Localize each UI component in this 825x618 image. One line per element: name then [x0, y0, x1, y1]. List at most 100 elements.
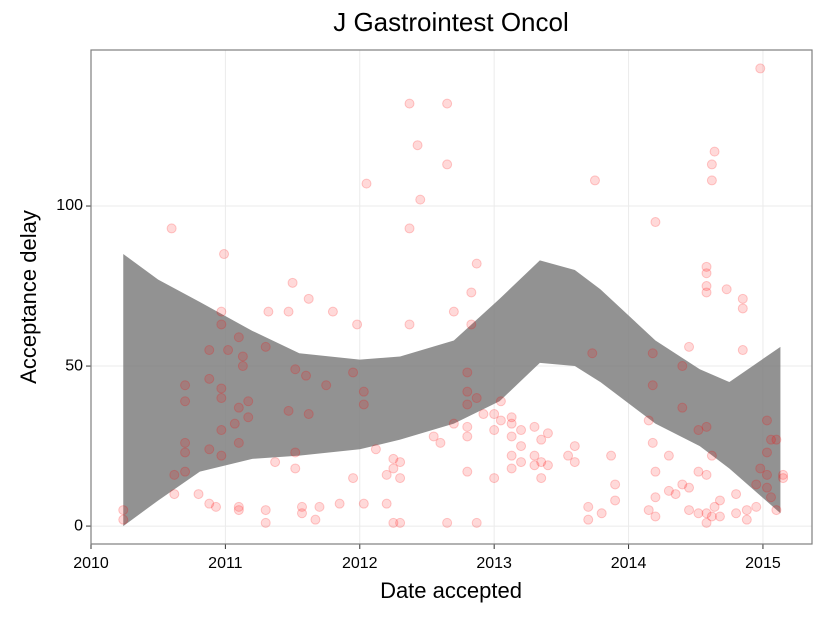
point: [223, 345, 234, 356]
point: [771, 434, 782, 445]
point: [303, 409, 314, 420]
point: [412, 140, 423, 151]
point: [260, 517, 271, 528]
point: [466, 319, 477, 330]
point: [348, 367, 359, 378]
point: [731, 508, 742, 519]
point: [233, 332, 244, 343]
point: [650, 492, 661, 503]
point: [701, 261, 712, 272]
point: [204, 444, 215, 455]
point: [263, 306, 274, 317]
point: [536, 473, 547, 484]
point: [216, 306, 227, 317]
chart-title: J Gastrointest Oncol: [333, 7, 569, 37]
point: [737, 303, 748, 314]
point: [731, 489, 742, 500]
point: [714, 495, 725, 506]
point: [589, 175, 600, 186]
x-tick-label: 2014: [611, 555, 647, 572]
point: [706, 159, 717, 170]
point: [650, 217, 661, 228]
point: [606, 450, 617, 461]
point: [216, 450, 227, 461]
point: [489, 473, 500, 484]
point: [180, 380, 191, 391]
point: [310, 514, 321, 525]
point: [327, 306, 338, 317]
point: [233, 501, 244, 512]
point: [647, 348, 658, 359]
point: [303, 293, 314, 304]
point: [216, 319, 227, 330]
point: [180, 447, 191, 458]
point: [751, 501, 762, 512]
plot-border: [90, 49, 813, 545]
point: [314, 501, 325, 512]
point: [462, 431, 473, 442]
point: [516, 457, 527, 468]
point: [778, 473, 789, 484]
x-tick-label: 2011: [208, 555, 243, 572]
point: [761, 447, 772, 458]
point: [506, 463, 517, 474]
point: [296, 508, 307, 519]
point: [706, 511, 717, 522]
point: [701, 287, 712, 298]
point: [321, 380, 332, 391]
point: [462, 466, 473, 477]
point: [650, 466, 661, 477]
point: [448, 418, 459, 429]
point: [462, 386, 473, 397]
y-tick-label: 100: [56, 197, 83, 214]
point: [536, 434, 547, 445]
point: [693, 425, 704, 436]
point: [348, 473, 359, 484]
point: [701, 517, 712, 528]
point: [563, 450, 574, 461]
point: [204, 345, 215, 356]
point: [663, 450, 674, 461]
point: [701, 508, 712, 519]
point: [677, 479, 688, 490]
point: [370, 444, 381, 455]
point: [358, 386, 369, 397]
confidence-band: [123, 254, 781, 527]
point: [237, 361, 248, 372]
point: [381, 498, 392, 509]
point: [448, 306, 459, 317]
point: [506, 418, 517, 429]
point: [643, 415, 654, 426]
point: [536, 457, 547, 468]
point: [506, 450, 517, 461]
point: [761, 482, 772, 493]
point: [761, 469, 772, 480]
point: [663, 485, 674, 496]
point: [706, 175, 717, 186]
point: [290, 364, 301, 375]
point: [516, 425, 527, 436]
point: [283, 405, 294, 416]
point: [118, 505, 129, 516]
point: [435, 437, 446, 448]
point: [771, 505, 782, 516]
point: [334, 498, 345, 509]
point: [243, 412, 254, 423]
point: [495, 415, 506, 426]
point: [233, 505, 244, 516]
y-tick-label: 0: [74, 517, 83, 534]
point: [529, 450, 540, 461]
point: [693, 466, 704, 477]
point: [684, 482, 695, 493]
point: [243, 396, 254, 407]
x-tick-label: 2012: [342, 555, 378, 572]
point: [180, 437, 191, 448]
point: [569, 457, 580, 468]
x-tick-label: 2010: [73, 555, 109, 572]
point: [684, 505, 695, 516]
point: [737, 293, 748, 304]
point: [466, 287, 477, 298]
point: [737, 345, 748, 356]
point: [529, 460, 540, 471]
